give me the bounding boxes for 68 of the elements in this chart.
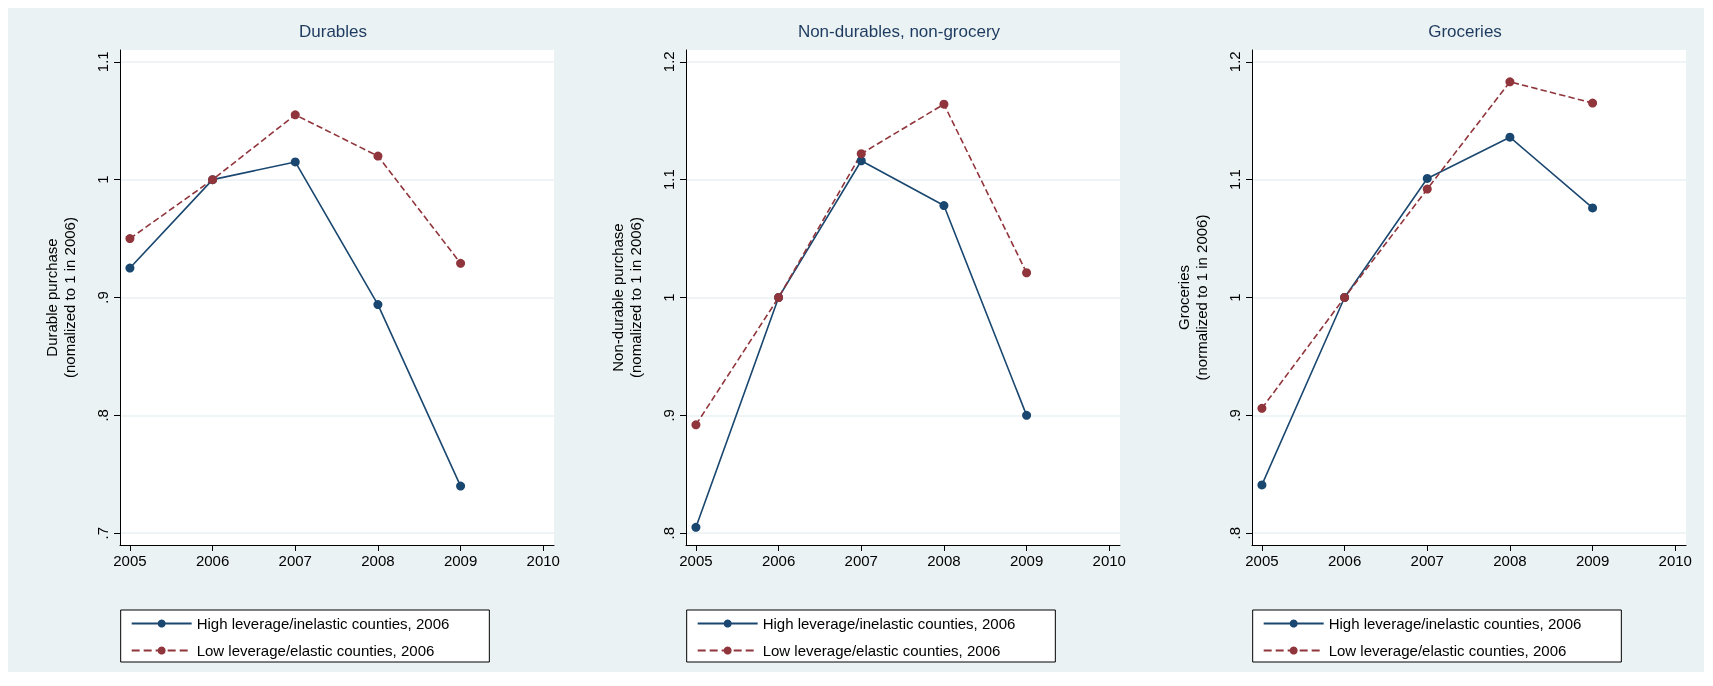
point xyxy=(1022,410,1032,420)
legend-label: High leverage/inelastic counties, 2006 xyxy=(196,615,450,632)
point xyxy=(373,300,383,310)
x-tick-label: 2009 xyxy=(1009,552,1044,569)
y-tick-label: .8 xyxy=(94,409,111,422)
x-tick-label: 2005 xyxy=(113,552,147,569)
y-tick-label: .9 xyxy=(94,291,111,304)
point xyxy=(1505,77,1515,87)
chart-title: Non-durables, non-grocery xyxy=(797,22,1001,41)
y-tick-label: .8 xyxy=(660,526,677,540)
legend-label: High leverage/inelastic counties, 2006 xyxy=(762,615,1016,632)
x-tick-label: 2008 xyxy=(361,552,395,569)
point xyxy=(1422,173,1432,183)
y-tick-label: .9 xyxy=(660,409,677,422)
x-tick-label: 2010 xyxy=(526,552,560,569)
point xyxy=(456,258,466,268)
x-tick-label: 2008 xyxy=(927,552,961,569)
point xyxy=(290,110,300,120)
x-tick-label: 2005 xyxy=(679,552,713,569)
x-tick-label: 2010 xyxy=(1092,552,1126,569)
legend-label: High leverage/inelastic counties, 2006 xyxy=(1328,615,1582,632)
point xyxy=(939,99,949,109)
y-tick-label: .8 xyxy=(1226,526,1243,540)
point xyxy=(456,481,466,491)
point xyxy=(691,522,701,532)
y-tick-label: 1 xyxy=(660,293,677,302)
y-tick-label: 1 xyxy=(1226,293,1243,302)
x-tick-label: 2008 xyxy=(1493,552,1527,569)
y-tick-label: 1.1 xyxy=(94,51,111,73)
chart-title: Durables xyxy=(298,22,368,41)
y-tick-label: 1.2 xyxy=(660,51,677,73)
point xyxy=(373,151,383,161)
point xyxy=(125,234,135,244)
x-tick-label: 2009 xyxy=(1575,552,1610,569)
x-tick-label: 2006 xyxy=(761,552,796,569)
point xyxy=(939,201,949,211)
point xyxy=(1588,98,1598,108)
y-axis-title: Groceries (normalized to 1 in 2006) xyxy=(1174,214,1210,381)
x-tick-label: 2006 xyxy=(195,552,230,569)
y-tick-label: .9 xyxy=(1226,409,1243,422)
point xyxy=(125,263,135,273)
y-axis-title: Durable purchase (nomalized to 1 in 2006) xyxy=(42,217,78,378)
point xyxy=(1422,184,1432,194)
y-tick-label: 1.2 xyxy=(1226,51,1243,73)
legend-label: Low leverage/elastic counties, 2006 xyxy=(1328,642,1567,659)
point xyxy=(1022,268,1032,278)
legend-label: Low leverage/elastic counties, 2006 xyxy=(196,642,435,659)
x-tick-label: 2007 xyxy=(844,552,878,569)
chart-title: Groceries xyxy=(1428,22,1502,41)
point xyxy=(856,149,866,159)
y-axis-title: Non-durable purchase (nomalized to 1 in 2006) xyxy=(608,217,644,378)
x-tick-label: 2006 xyxy=(1327,552,1362,569)
point xyxy=(1505,132,1515,142)
y-tick-label: .7 xyxy=(94,526,111,540)
legend-label: Low leverage/elastic counties, 2006 xyxy=(762,642,1001,659)
point xyxy=(1588,203,1598,213)
point xyxy=(290,157,300,167)
x-tick-label: 2007 xyxy=(278,552,312,569)
point xyxy=(691,420,701,430)
x-tick-label: 2010 xyxy=(1658,552,1692,569)
x-tick-label: 2009 xyxy=(443,552,478,569)
x-tick-label: 2007 xyxy=(1410,552,1444,569)
x-tick-label: 2005 xyxy=(1245,552,1279,569)
point xyxy=(1257,480,1267,490)
y-tick-label: 1.1 xyxy=(660,169,677,191)
y-tick-label: 1 xyxy=(94,175,111,184)
point xyxy=(1257,403,1267,413)
y-tick-label: 1.1 xyxy=(1226,169,1243,191)
